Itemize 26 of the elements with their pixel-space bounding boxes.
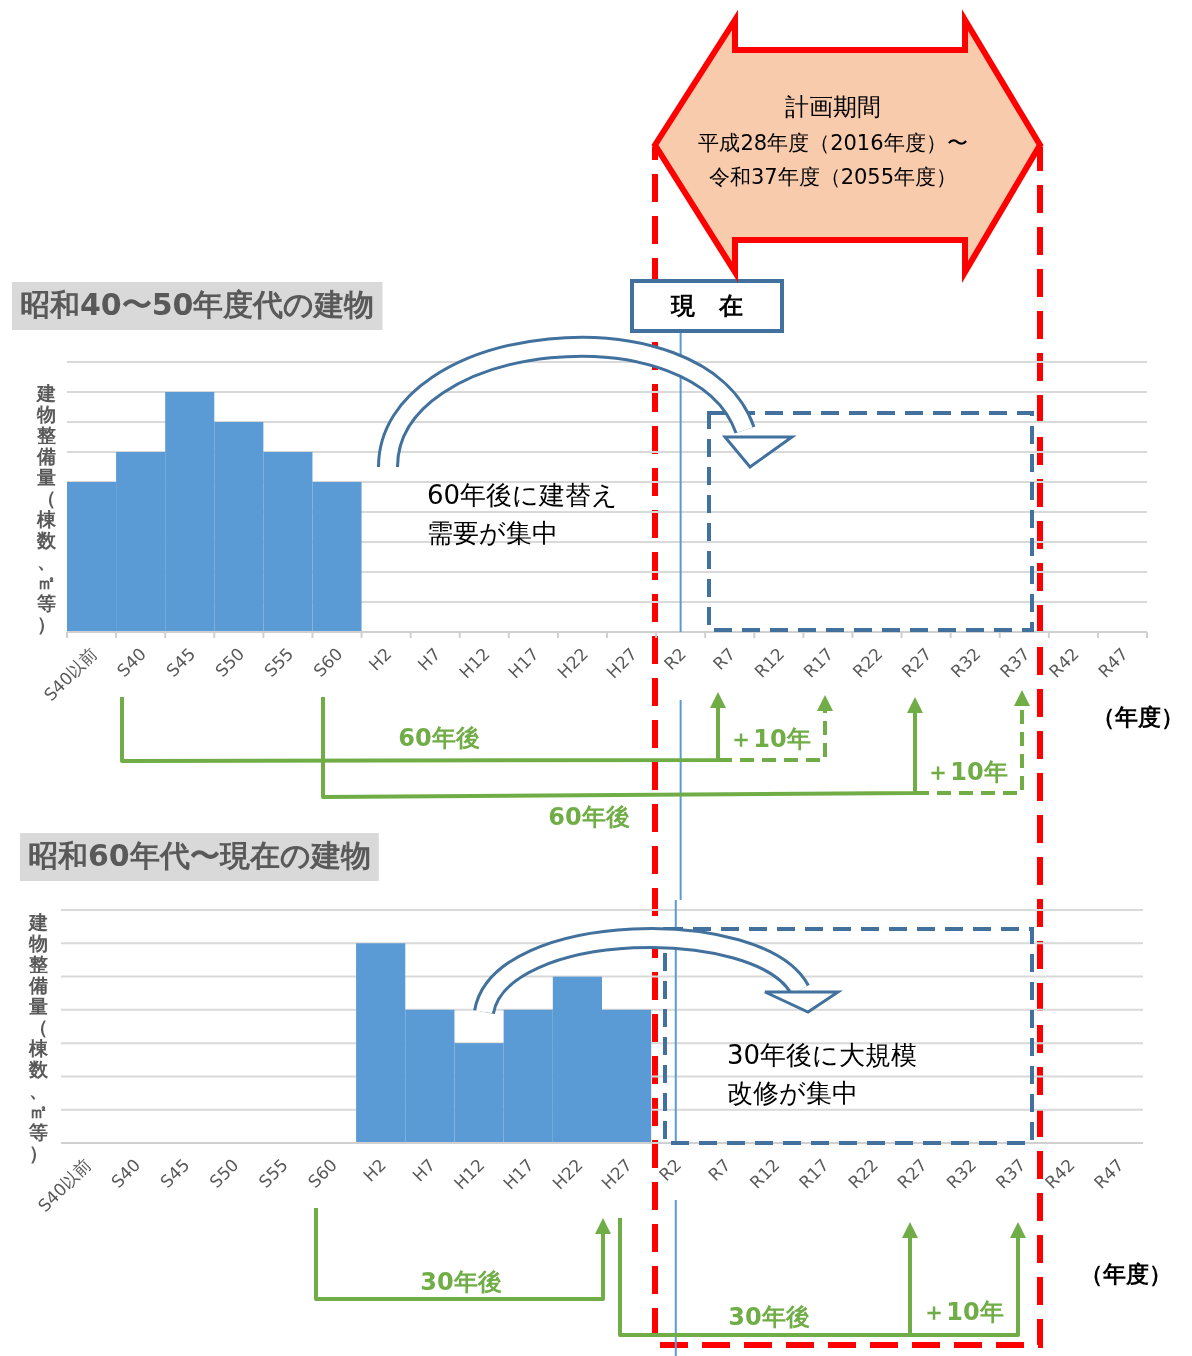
text: 30年後 <box>728 1303 810 1331</box>
text: 30年後 <box>420 1268 502 1296</box>
chart-title: 昭和60年代〜現在の建物 <box>28 837 371 873</box>
text: 計画期間 <box>785 93 881 121</box>
x-tick-label: R2 <box>655 1154 686 1185</box>
x-axis-title: （年度） <box>1080 1260 1172 1287</box>
text: ＋10年 <box>922 1298 1004 1326</box>
text: 60年後 <box>548 803 630 831</box>
ref-line-label: 現 在 <box>670 292 743 320</box>
text: 建物整備量（棟数、㎡等） <box>36 381 56 634</box>
x-tick-label: H7 <box>413 643 445 675</box>
x-tick-label: R7 <box>709 643 740 674</box>
text: 建物整備量（棟数、㎡等） <box>28 910 48 1164</box>
annotation: 60年後に建替え需要が集中 <box>427 479 619 548</box>
text: 平成28年度（2016年度）〜令和37年度（2055年度） <box>698 131 968 189</box>
chart-title: 昭和40〜50年度代の建物 <box>20 286 375 322</box>
annotation: 30年後に大規模改修が集中 <box>727 1039 918 1108</box>
text: ＋10年 <box>729 725 811 753</box>
x-tick-label: R7 <box>704 1154 735 1185</box>
x-axis-title: （年度） <box>1092 703 1184 730</box>
x-tick-label: R2 <box>659 643 691 674</box>
text: ＋10年 <box>926 758 1008 786</box>
x-tick-label: H7 <box>408 1154 440 1186</box>
text: 60年後 <box>398 724 480 752</box>
x-tick-label: H2 <box>364 643 396 675</box>
x-tick-label: H2 <box>359 1154 391 1186</box>
